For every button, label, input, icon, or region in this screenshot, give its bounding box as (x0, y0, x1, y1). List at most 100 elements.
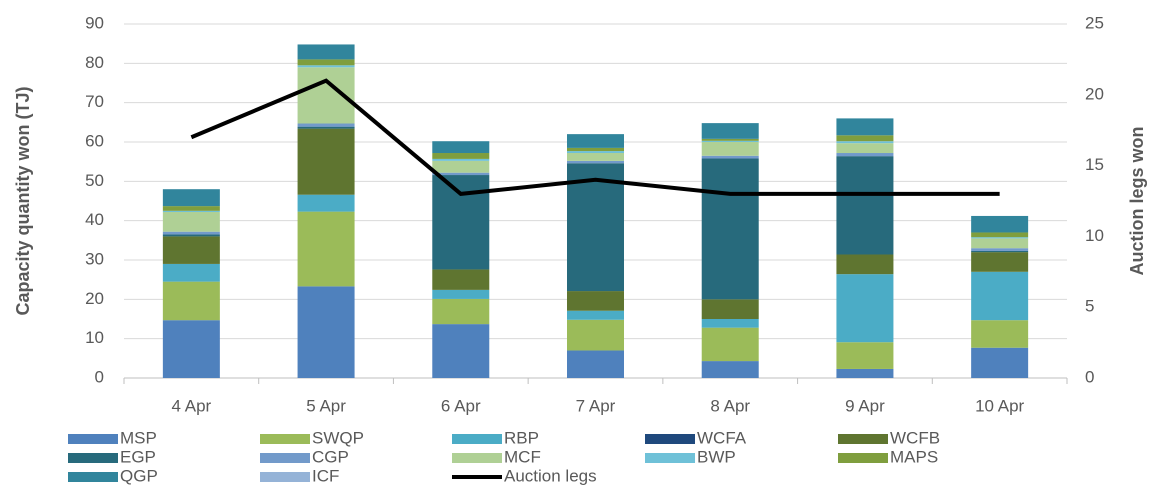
bar-segment (701, 319, 759, 328)
legend-swatch (68, 453, 118, 463)
bar-segment (836, 141, 894, 144)
bar-segment (836, 342, 894, 369)
y-tick-label: 10 (85, 328, 104, 347)
bar-segment (701, 327, 759, 362)
x-tick-label: 5 Apr (306, 396, 346, 415)
x-tick-label: 7 Apr (576, 396, 616, 415)
legend-label: SWQP (312, 428, 364, 447)
y-tick-label: 70 (85, 92, 104, 111)
legend-label: RBP (504, 428, 539, 447)
bar-segment (836, 156, 894, 255)
bar-segment (297, 65, 355, 68)
bar-segment (162, 189, 220, 207)
y2-tick-label: 20 (1085, 84, 1104, 103)
bar-segment (701, 142, 759, 156)
x-tick-label: 9 Apr (845, 396, 885, 415)
legend-swatch (645, 453, 695, 463)
bar-segment (567, 163, 624, 292)
bar-segment (567, 310, 624, 320)
legend-swatch (260, 472, 310, 482)
bar-segment (836, 135, 894, 142)
legend-swatch (645, 434, 695, 444)
y-tick-label: 50 (85, 171, 104, 190)
legend-label: MCF (504, 447, 541, 466)
legend-label: CGP (312, 447, 349, 466)
legend-swatch (452, 434, 502, 444)
bar-segment (701, 155, 759, 159)
bar-segment (971, 237, 1029, 239)
bar-segment (297, 126, 355, 129)
bar-segment (701, 158, 759, 300)
bar-segment (297, 44, 355, 60)
bar-segment (432, 172, 490, 176)
legend-label: MAPS (890, 447, 938, 466)
legend-label: WCFA (697, 428, 747, 447)
bar-segment (836, 254, 894, 275)
y2-tick-label: 0 (1085, 367, 1094, 386)
bar-segment (162, 234, 220, 237)
legend-label: QGP (120, 466, 158, 485)
bar-segment (432, 153, 490, 159)
y-tick-label: 90 (85, 13, 104, 32)
legend-label: ICF (312, 466, 339, 485)
x-tick-label: 4 Apr (172, 396, 212, 415)
bar-segment (297, 128, 355, 195)
bar-segment (162, 236, 220, 264)
y2-axis-title: Auction legs won (1127, 126, 1147, 275)
bar-segment (567, 160, 624, 164)
bar-segment (567, 147, 624, 152)
y-tick-label: 20 (85, 289, 104, 308)
y-tick-label: 40 (85, 210, 104, 229)
legend-swatch (68, 472, 118, 482)
bar-segment (162, 281, 220, 321)
bar-segment (432, 298, 490, 325)
legend-label: Auction legs (504, 466, 597, 485)
y2-tick-label: 15 (1085, 155, 1104, 174)
bar-segment (297, 211, 355, 287)
legend-swatch (260, 434, 310, 444)
legend-swatch (838, 434, 888, 444)
bar-segment (567, 153, 624, 161)
bar-segment (432, 269, 490, 290)
bar-segment (701, 138, 759, 141)
legend-label: WCFB (890, 428, 940, 447)
bar-segment (971, 320, 1029, 348)
bar-segment (836, 153, 894, 157)
bar-segment (297, 286, 355, 378)
bar-segment (971, 248, 1029, 251)
y-tick-label: 80 (85, 53, 104, 72)
bar-segment (432, 160, 490, 173)
x-tick-label: 6 Apr (441, 396, 481, 415)
bar-segment (162, 210, 220, 213)
x-tick-label: 8 Apr (710, 396, 750, 415)
bar-segment (836, 118, 894, 136)
y2-tick-label: 25 (1085, 13, 1104, 32)
y-tick-label: 30 (85, 249, 104, 268)
legend-swatch (260, 453, 310, 463)
bar-segment (701, 123, 759, 139)
bar-segment (836, 368, 894, 378)
legend-swatch (838, 453, 888, 463)
bar-segment (432, 324, 490, 378)
bar-segment (432, 175, 490, 270)
legend-label: BWP (697, 447, 736, 466)
bar-segment (836, 143, 894, 154)
x-tick-label: 10 Apr (975, 396, 1024, 415)
bar-segment (297, 194, 355, 212)
bar-segment (701, 140, 759, 142)
bar-segment (971, 215, 1029, 233)
bar-segment (971, 238, 1029, 249)
bar-segment (701, 361, 759, 378)
bar-segment (432, 289, 490, 299)
line-series (190, 78, 1000, 196)
bar-segment (701, 299, 759, 319)
bar-segment (162, 212, 220, 232)
bar-segment (162, 231, 220, 235)
bar-segment (567, 291, 624, 311)
bar-segment (836, 274, 894, 343)
legend-label: EGP (120, 447, 156, 466)
y2-tick-label: 10 (1085, 226, 1104, 245)
bar-segment (432, 158, 490, 161)
bar-segment (432, 141, 490, 154)
